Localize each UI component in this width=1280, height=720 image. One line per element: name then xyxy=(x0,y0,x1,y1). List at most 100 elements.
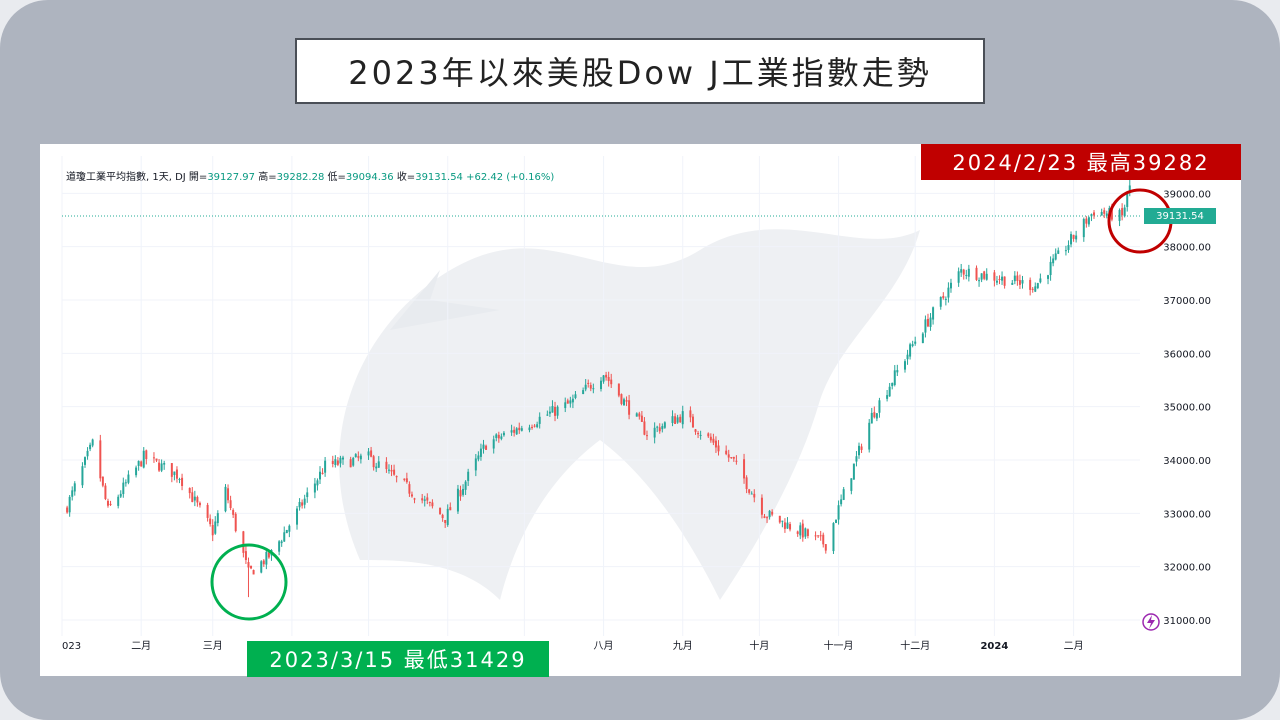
candle xyxy=(886,389,889,402)
open-label: 開= xyxy=(188,172,208,183)
candle xyxy=(1126,191,1129,212)
y-tick-label: 39000.00 xyxy=(1163,189,1211,200)
candle xyxy=(944,296,947,306)
candle xyxy=(91,438,94,448)
candle xyxy=(260,560,263,574)
candle xyxy=(68,494,71,517)
candle xyxy=(495,433,498,442)
candle xyxy=(727,449,730,462)
candle xyxy=(566,398,569,404)
candle xyxy=(1029,277,1032,296)
candle xyxy=(625,396,628,407)
candle xyxy=(978,277,981,287)
candle xyxy=(1070,231,1073,248)
candle xyxy=(285,529,288,534)
candle xyxy=(569,396,572,408)
candle xyxy=(533,424,536,428)
candle xyxy=(663,421,666,429)
candle xyxy=(441,513,444,522)
candle xyxy=(359,453,362,464)
candle xyxy=(645,430,648,441)
candle xyxy=(234,512,237,533)
candle xyxy=(426,493,429,505)
candle xyxy=(252,569,255,575)
candle xyxy=(142,447,145,469)
candle xyxy=(250,565,253,570)
candle xyxy=(1087,216,1090,227)
candle xyxy=(1100,208,1103,216)
candle xyxy=(947,282,950,303)
candle xyxy=(395,475,398,483)
candle xyxy=(104,483,107,501)
candle xyxy=(587,379,590,388)
candle xyxy=(1072,234,1075,242)
candle xyxy=(1049,256,1052,281)
candle xyxy=(1105,210,1108,219)
candle xyxy=(211,519,214,542)
candle xyxy=(1064,245,1067,256)
candle xyxy=(444,519,447,528)
candle xyxy=(267,551,270,559)
candle xyxy=(817,535,820,538)
candle xyxy=(216,510,219,527)
candle xyxy=(377,456,380,468)
candle xyxy=(137,460,140,471)
candle xyxy=(209,514,212,527)
candle xyxy=(748,488,751,495)
x-tick-label: 十月 xyxy=(749,639,769,652)
low-annotation-badge: 2023/3/15 最低31429 xyxy=(247,641,549,677)
candle xyxy=(1057,247,1060,255)
candle xyxy=(101,476,104,488)
candle xyxy=(449,502,452,511)
candle xyxy=(903,359,906,373)
candle xyxy=(1067,240,1070,253)
candle xyxy=(732,456,735,462)
x-tick-label: 九月 xyxy=(673,640,693,652)
candle xyxy=(967,264,970,282)
y-axis: 31000.00 32000.00 33000.00 34000.00 35000.00… xyxy=(1163,189,1211,627)
candle xyxy=(888,383,891,397)
candle xyxy=(653,422,656,444)
candle xyxy=(349,456,352,468)
candle xyxy=(367,448,370,460)
candle xyxy=(584,379,587,392)
candle xyxy=(674,413,677,425)
candle xyxy=(717,440,720,456)
candle xyxy=(1121,203,1124,221)
candle xyxy=(173,471,176,481)
candle xyxy=(835,519,838,524)
candle xyxy=(679,414,682,423)
candle xyxy=(492,435,495,454)
candle xyxy=(786,517,789,529)
candle xyxy=(712,433,715,446)
candle xyxy=(985,268,988,281)
x-tick-label: 二月 xyxy=(1064,640,1084,652)
candle xyxy=(671,410,674,427)
candle xyxy=(824,544,827,554)
x-tick-label: 十一月 xyxy=(824,639,854,652)
candle xyxy=(681,405,684,429)
candle xyxy=(515,427,518,435)
candle xyxy=(799,522,802,540)
candle xyxy=(975,265,978,281)
candle xyxy=(372,454,375,471)
candle xyxy=(628,394,631,420)
candle xyxy=(551,400,554,413)
candle xyxy=(413,497,416,504)
candle xyxy=(193,490,196,507)
candle xyxy=(840,494,843,507)
candle xyxy=(957,267,960,287)
candle xyxy=(410,491,413,498)
candle xyxy=(735,455,738,465)
candle xyxy=(1039,273,1042,284)
candle xyxy=(1013,271,1016,285)
x-tick-label: 二月 xyxy=(131,640,151,652)
candle xyxy=(850,478,853,495)
candle xyxy=(709,433,712,443)
candle xyxy=(730,457,733,459)
candle xyxy=(520,425,523,432)
candle xyxy=(109,500,112,506)
candle xyxy=(385,457,388,473)
candle xyxy=(477,451,480,462)
